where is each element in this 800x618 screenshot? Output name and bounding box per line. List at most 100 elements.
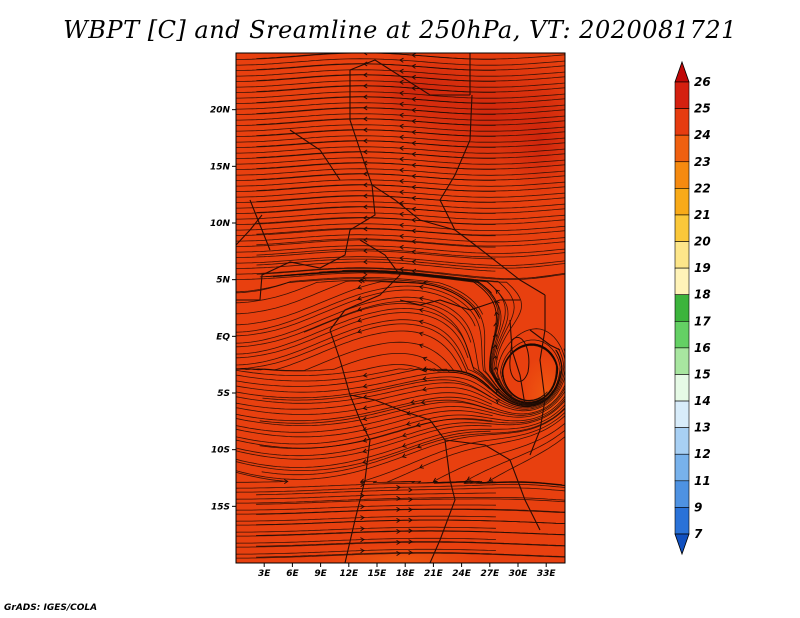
border-line: [444, 439, 541, 531]
colorbar-segment: [674, 427, 690, 455]
streamline-arrow: [401, 432, 407, 438]
country-borders: [236, 53, 561, 563]
streamline-arrow: [466, 476, 472, 481]
streamline-arrow: [411, 118, 416, 124]
streamline-arrow: [362, 372, 368, 378]
colorbar-label: 13: [694, 421, 711, 435]
streamline-arrow: [399, 90, 404, 96]
colorbar-segment: [674, 241, 690, 269]
streamline-arrow: [411, 184, 416, 190]
streamline-arrow: [396, 485, 401, 490]
streamline-arrow: [362, 405, 368, 411]
streamline: [485, 436, 565, 486]
lat-tick-label: 10S: [211, 446, 230, 456]
streamline-arrow: [411, 228, 416, 234]
streamline-arrow: [408, 550, 413, 555]
colorbar-label: 12: [694, 447, 711, 461]
streamline-arrow: [357, 278, 363, 284]
streamline-arrow: [360, 515, 365, 521]
streamline-arrow: [360, 504, 365, 510]
lon-tick-label: 27E: [480, 569, 500, 579]
streamline-arrow: [399, 57, 404, 63]
lat-tick-label: 15S: [211, 502, 230, 512]
lat-tick-label: 20N: [210, 106, 231, 116]
colorbar-segment: [674, 294, 690, 322]
streamline-arrow: [422, 386, 427, 392]
colorbar-segment: [674, 267, 690, 296]
map-frame: [235, 52, 566, 564]
streamline: [236, 404, 565, 468]
streamline-arrow: [422, 376, 427, 382]
streamline-arrow: [399, 134, 404, 140]
streamline-arrow: [411, 217, 416, 223]
colorbar-bottom-arrow: [674, 533, 690, 556]
border-line: [289, 129, 341, 181]
lon-tick-label: 33E: [537, 569, 557, 579]
streamline-arrow: [488, 477, 494, 482]
streamline-arrow: [357, 317, 363, 323]
streamline-arrow: [399, 68, 404, 74]
colorbar-segment: [674, 400, 690, 428]
colorbar-label: 19: [694, 261, 711, 275]
colorbar-segment: [674, 347, 690, 375]
colorbar-label: 9: [694, 500, 702, 514]
streamline-arrow: [362, 437, 368, 443]
streamline-arrow: [360, 548, 365, 554]
border-line: [329, 239, 401, 331]
streamline-arrow: [411, 63, 416, 69]
lon-tick-label: 12E: [339, 569, 359, 579]
streamline-arrow: [411, 129, 416, 135]
streamline-arrow: [360, 526, 365, 532]
colorbar-segment: [674, 134, 690, 163]
streamline-arrow: [399, 189, 404, 195]
streamline: [236, 307, 559, 406]
streamline-arrow: [408, 497, 413, 502]
colorbar-segment: [674, 161, 690, 189]
streamline-arrow: [399, 200, 404, 206]
lat-tick-label: 15N: [210, 162, 231, 172]
colorbar-label: 18: [694, 288, 711, 302]
streamline-arrow: [415, 422, 421, 428]
border-line: [371, 184, 456, 231]
streamline-arrow: [362, 448, 368, 454]
colorbar-top-arrow: [674, 60, 690, 83]
colorbar-segment: [674, 81, 690, 109]
streamline: [236, 285, 545, 405]
streamline-arrow: [411, 140, 416, 146]
streamline-arrow: [396, 551, 401, 556]
streamline: [236, 408, 565, 480]
streamline-arrow: [418, 284, 424, 290]
colorbar-label: 17: [694, 314, 711, 328]
colorbar-label: 14: [694, 394, 711, 408]
streamline-arrow: [399, 178, 404, 184]
streamline-arrow: [492, 333, 498, 338]
streamline-arrow: [418, 307, 424, 313]
streamline-arrow: [357, 284, 362, 290]
streamline-arrow: [495, 399, 501, 404]
colorbar-segment: [674, 453, 690, 482]
lat-tick-label: 10N: [210, 219, 231, 229]
longitude-axis: 3E 6E 9E 12E 15E 18E 21E 24E 27E 30E 33E: [258, 563, 556, 579]
streamline-arrow: [493, 366, 499, 371]
border-line: [439, 94, 546, 296]
streamline-arrow: [420, 399, 426, 405]
streamline-arrow: [363, 53, 368, 56]
colorbar-segment: [674, 188, 690, 216]
streamline-arrow: [362, 226, 368, 232]
streamline-arrow: [401, 453, 407, 459]
streamline-arrow: [416, 443, 422, 449]
border-line: [236, 214, 263, 246]
streamline-arrow: [359, 478, 365, 484]
colorbar-label: 21: [694, 208, 711, 222]
colorbar-segment: [674, 374, 690, 402]
latitude-axis: 20N 15N 10N 5N EQ 5S 10S 15S: [210, 106, 236, 512]
streamline-arrow: [411, 162, 416, 168]
streamline-arrow: [408, 517, 413, 523]
streamline-arrow: [411, 173, 416, 179]
chart-title: WBPT [C] and Sreamline at 250hPa, VT: 20…: [63, 16, 737, 44]
border-line: [399, 299, 520, 311]
colorbar-label: 24: [694, 128, 711, 142]
streamline-arrow: [399, 266, 404, 272]
streamline-arrow: [408, 528, 413, 534]
